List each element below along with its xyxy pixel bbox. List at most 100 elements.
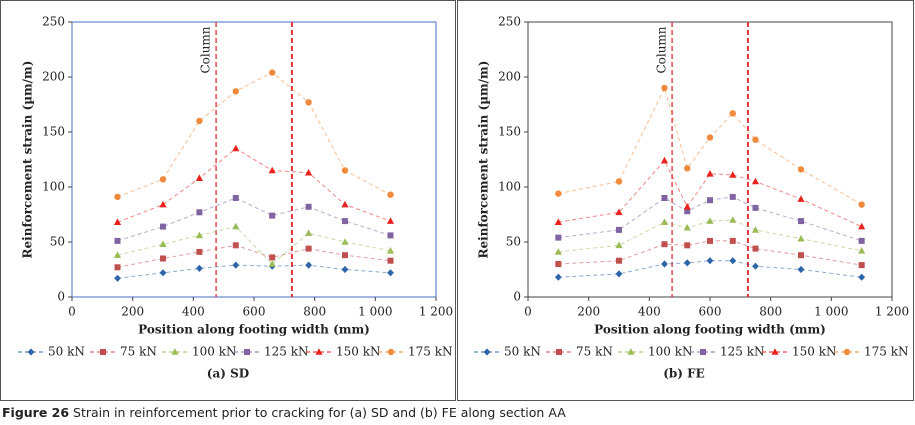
legend-label: 75 kN xyxy=(576,345,613,359)
marker xyxy=(684,242,691,249)
marker xyxy=(341,200,349,208)
marker xyxy=(615,241,623,249)
x-tick-label: 600 xyxy=(699,305,722,319)
y-tick-label: 50 xyxy=(50,235,65,249)
y-tick-label: 250 xyxy=(498,15,521,29)
marker xyxy=(771,348,779,355)
annotation: Column xyxy=(199,26,213,73)
marker xyxy=(159,240,167,247)
x-tick-label: 400 xyxy=(638,305,661,319)
marker xyxy=(387,348,395,356)
marker xyxy=(555,234,562,241)
y-axis-label: Reinforcement strain (µm/m) xyxy=(477,61,491,259)
marker xyxy=(706,257,714,265)
marker xyxy=(114,193,121,201)
marker xyxy=(615,208,623,216)
marker xyxy=(555,190,562,197)
series-line xyxy=(117,226,391,265)
legend-label: 150 kN xyxy=(336,345,381,359)
marker xyxy=(342,218,348,225)
y-tick-label: 200 xyxy=(498,70,521,84)
marker xyxy=(752,204,759,211)
marker xyxy=(729,216,737,223)
marker xyxy=(342,252,348,259)
marker xyxy=(269,254,276,261)
marker xyxy=(160,223,166,230)
marker xyxy=(269,212,276,219)
marker xyxy=(196,248,203,255)
marker xyxy=(305,229,313,236)
marker xyxy=(269,69,276,76)
marker xyxy=(615,270,623,278)
x-axis-label: Position along footing width (mm) xyxy=(594,323,826,337)
marker xyxy=(858,201,865,208)
marker xyxy=(159,200,167,208)
y-axis-label: Reinforcement strain (µm/m) xyxy=(21,61,35,259)
legend-label: 50 kN xyxy=(504,345,541,359)
series-line xyxy=(117,264,391,279)
legend-label: 75 kN xyxy=(120,345,157,359)
marker xyxy=(661,195,668,201)
marker xyxy=(843,348,851,356)
marker xyxy=(268,166,276,174)
marker xyxy=(160,255,166,262)
marker xyxy=(305,168,313,176)
marker xyxy=(232,242,239,249)
marker xyxy=(729,193,736,200)
marker xyxy=(797,234,805,242)
marker xyxy=(729,171,737,178)
x-tick-label: 200 xyxy=(121,305,144,319)
x-tick-label: 600 xyxy=(243,305,266,319)
marker xyxy=(483,348,491,356)
marker xyxy=(171,348,179,355)
marker xyxy=(661,260,668,268)
legend-label: 50 kN xyxy=(48,345,85,359)
x-tick-label: 800 xyxy=(759,305,782,319)
marker xyxy=(232,261,240,269)
marker xyxy=(195,231,203,239)
marker xyxy=(707,197,713,204)
chart: 0 50 100 150 200 250 0 200 400 600 800 1 000 1 200 Co… xyxy=(474,15,909,381)
marker xyxy=(196,117,203,125)
marker xyxy=(660,218,669,225)
marker xyxy=(684,165,691,172)
legend-label: 125 kN xyxy=(264,345,309,359)
subtitle: (a) SD xyxy=(207,367,249,381)
marker xyxy=(683,223,691,231)
marker xyxy=(555,261,562,267)
marker xyxy=(195,174,203,181)
caption-label: Figure 26 xyxy=(2,405,69,420)
marker xyxy=(315,348,323,355)
marker xyxy=(268,260,276,267)
marker xyxy=(858,247,866,254)
marker xyxy=(798,218,804,225)
marker xyxy=(858,237,865,244)
series-line xyxy=(117,197,391,242)
marker xyxy=(232,88,239,95)
marker xyxy=(751,177,760,185)
panel-frame xyxy=(0,0,456,401)
y-tick-label: 50 xyxy=(506,235,521,249)
marker xyxy=(554,218,562,225)
marker xyxy=(858,273,866,281)
series-line xyxy=(558,86,862,206)
subtitle: (b) FE xyxy=(663,367,705,381)
x-tick-label: 1 200 xyxy=(419,305,453,319)
y-tick-label: 0 xyxy=(513,290,521,304)
marker xyxy=(305,203,312,210)
marker xyxy=(798,252,804,259)
marker xyxy=(751,226,760,233)
figure-caption: Figure 26 Strain in reinforcement prior … xyxy=(2,405,566,420)
series-line xyxy=(117,244,391,268)
panel-frame xyxy=(457,0,914,401)
series-line xyxy=(558,219,862,253)
x-axis-label: Position along footing width (mm) xyxy=(138,323,370,337)
marker xyxy=(159,176,167,183)
marker xyxy=(706,170,714,177)
y-tick-label: 100 xyxy=(498,180,521,194)
marker xyxy=(196,264,203,272)
marker xyxy=(616,257,622,264)
series-line xyxy=(117,147,391,223)
marker xyxy=(752,136,759,143)
